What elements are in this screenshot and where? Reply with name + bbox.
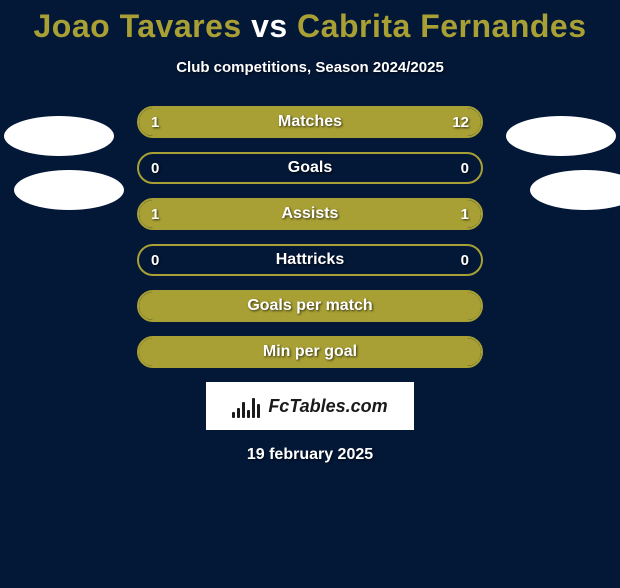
bar-fill-right <box>310 200 481 228</box>
season-subtitle: Club competitions, Season 2024/2025 <box>0 59 620 76</box>
stat-value-right: 12 <box>452 108 469 136</box>
snapshot-date: 19 february 2025 <box>0 446 620 464</box>
stat-row: Hattricks0 0 <box>137 244 483 276</box>
stat-row: Goals0 0 <box>137 152 483 184</box>
stats-area: Matches112Goals00Assists11Hattricks00Goa… <box>0 106 620 368</box>
fctables-logo: FcTables.com <box>206 382 414 430</box>
bar-fill-right <box>201 108 481 136</box>
stat-value-right: 0 <box>461 246 469 274</box>
player1-name: Joao Tavares <box>33 8 241 44</box>
stat-value-left: 0 <box>151 154 159 182</box>
stat-value-right: 0 <box>461 154 469 182</box>
stat-value-right: 1 <box>461 200 469 228</box>
stat-row: Goals per match <box>137 290 483 322</box>
stat-row: Min per goal <box>137 336 483 368</box>
stat-row: Assists11 <box>137 198 483 230</box>
logo-text: FcTables.com <box>268 396 387 417</box>
player2-name: Cabrita Fernandes <box>297 8 586 44</box>
stat-bars-container: Matches112Goals00Assists11Hattricks00Goa… <box>137 106 483 368</box>
stat-value-left: 1 <box>151 108 159 136</box>
chart-icon <box>232 394 262 418</box>
bar-fill-left <box>139 200 310 228</box>
comparison-title: Joao Tavares vs Cabrita Fernandes <box>0 8 620 45</box>
stat-label: Hattricks <box>139 246 481 274</box>
player1-photo-placeholder <box>4 116 114 156</box>
vs-text: vs <box>251 8 288 44</box>
stat-label: Goals <box>139 154 481 182</box>
player2-photo-placeholder-2 <box>530 170 620 210</box>
player2-photo-placeholder <box>506 116 616 156</box>
bar-fill-left <box>139 108 201 136</box>
player1-photo-placeholder-2 <box>14 170 124 210</box>
stat-value-left: 0 <box>151 246 159 274</box>
stat-row: Matches112 <box>137 106 483 138</box>
bar-fill-left <box>139 292 481 320</box>
stat-value-left: 1 <box>151 200 159 228</box>
bar-fill-right <box>139 338 481 366</box>
